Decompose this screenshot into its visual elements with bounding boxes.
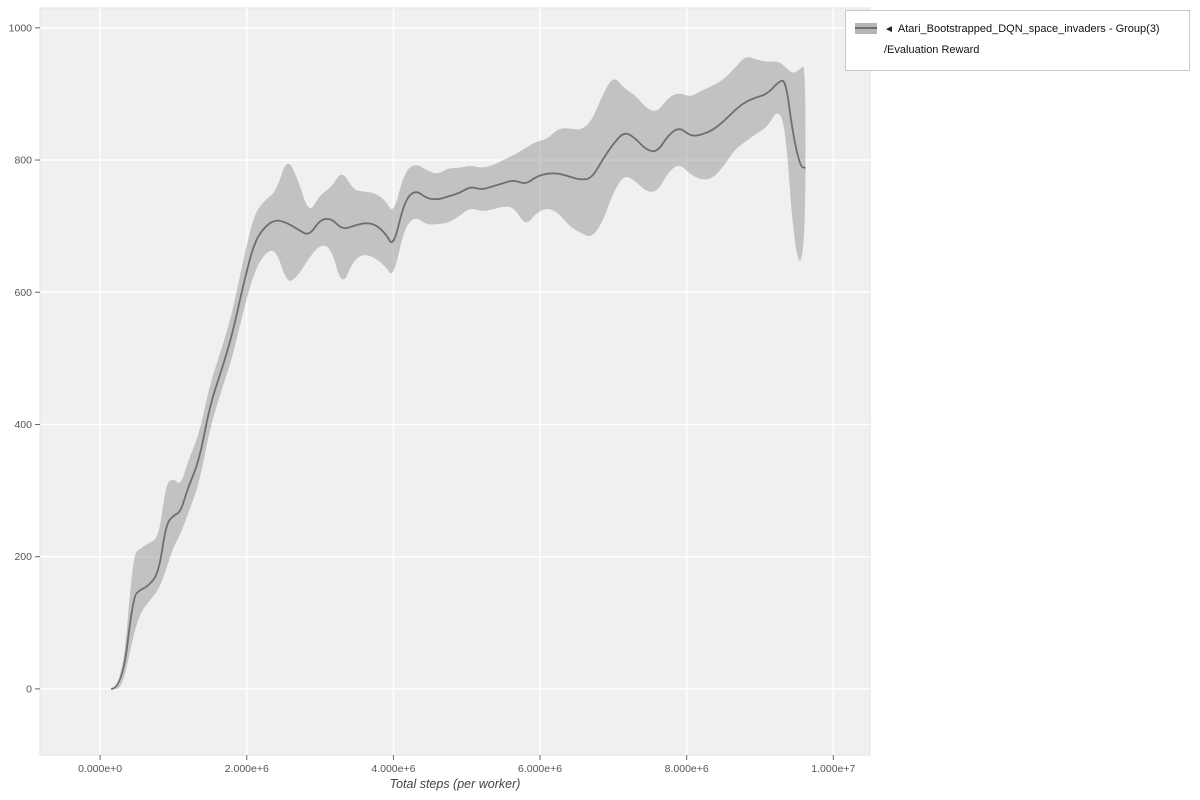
- legend: ◄ Atari_Bootstrapped_DQN_space_invaders -…: [845, 10, 1190, 71]
- gridlines: [40, 8, 870, 755]
- legend-collapse-icon[interactable]: ◄: [884, 24, 894, 35]
- legend-swatch-band: [855, 23, 877, 34]
- legend-series-name: Atari_Bootstrapped_DQN_space_invaders - …: [897, 23, 1160, 35]
- x-tick-label: 0.000e+0: [78, 763, 122, 775]
- y-tick-label: 0: [26, 683, 32, 695]
- plot-panel: [39, 7, 871, 756]
- x-tick-label: 4.000e+6: [371, 763, 415, 775]
- x-axis-label: Total steps (per worker): [389, 777, 521, 791]
- y-tick-label: 400: [14, 419, 32, 431]
- y-tick-label: 200: [14, 551, 32, 563]
- x-tick-label: 1.000e+7: [811, 763, 855, 775]
- x-tick-label: 8.000e+6: [665, 763, 709, 775]
- confidence-band: [111, 57, 806, 689]
- x-tick-label: 6.000e+6: [518, 763, 562, 775]
- tick-labels: 0.000e+0 2.000e+6 4.000e+6 6.000e+6 8.000e+6…: [9, 22, 856, 775]
- legend-entry[interactable]: ◄ Atari_Bootstrapped_DQN_space_invaders -…: [884, 19, 1160, 40]
- y-tick-label: 600: [14, 287, 32, 299]
- x-tick-label: 2.000e+6: [225, 763, 269, 775]
- y-tick-label: 800: [14, 155, 32, 167]
- mean-line: [110, 79, 806, 690]
- legend-label[interactable]: ◄ Atari_Bootstrapped_DQN_space_invaders -…: [884, 19, 1160, 62]
- legend-series-metric: /Evaluation Reward: [884, 44, 980, 57]
- legend-swatch-line: [855, 27, 877, 29]
- y-tick-label: 1000: [9, 22, 33, 34]
